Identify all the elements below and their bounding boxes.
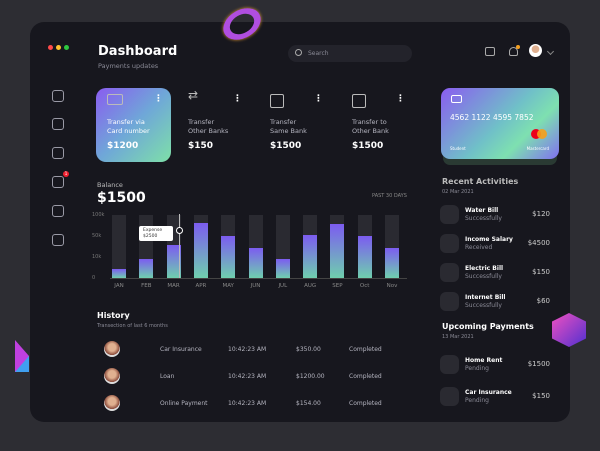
search-icon (295, 49, 302, 56)
y-tick-label: 10k (92, 254, 102, 260)
bar-nov[interactable] (385, 247, 399, 278)
chart-cursor-dot[interactable] (176, 227, 183, 234)
trophy-icon[interactable] (52, 205, 64, 217)
bar-jan[interactable] (112, 268, 126, 278)
x-tick-label: MAY (222, 283, 234, 289)
more-icon[interactable]: ⋮ (233, 94, 242, 104)
period-selector[interactable]: PAST 30 DAYS (372, 193, 407, 199)
wallet-icon (440, 234, 459, 253)
activity-item[interactable]: Home Rent Pending $1500 (440, 355, 550, 377)
virtual-card[interactable]: 4562 1122 4595 7852 Student Mastercard (441, 88, 559, 159)
more-icon[interactable]: ⋮ (154, 94, 163, 104)
page-subtitle: Payments updates (98, 62, 159, 70)
table-row[interactable]: Online Payment 10:42:23 AM $154.00 Complete… (104, 395, 404, 413)
bar-jul[interactable] (275, 259, 290, 278)
recent-activities-title: Recent Activities (442, 177, 519, 186)
history-title: History (97, 311, 130, 320)
calendar-icon[interactable] (485, 47, 495, 56)
x-tick-label: MAR (167, 283, 180, 289)
cone-decoration (15, 340, 29, 372)
x-tick-label: SEP (332, 283, 343, 289)
card-number: 4562 1122 4595 7852 (450, 113, 534, 122)
activity-item[interactable]: Income Salary Received $4500 (440, 234, 550, 256)
balance-chart: 100k 50k 10k 0 JAN FEB MAR APR MAY JUN JUL AUG SEP Oc… (92, 212, 407, 289)
avatar (104, 395, 120, 411)
table-row[interactable]: Loan 10:42:23 AM $1200.00 Completed (104, 368, 404, 386)
more-icon[interactable]: ⋮ (314, 94, 323, 104)
history-subtitle: Transection of last 6 months (97, 323, 168, 329)
search-input[interactable]: Search (288, 45, 412, 62)
monitor-icon[interactable] (52, 118, 64, 130)
y-tick-label: 50k (92, 233, 102, 239)
gem-decoration (552, 313, 586, 347)
notification-badge: 1 (63, 171, 69, 177)
bar-track (112, 215, 126, 278)
transfer-card-same-bank[interactable]: ⋮ Transfer Same Bank $1500 (270, 94, 323, 151)
balance-label: Balance (97, 181, 123, 189)
x-tick-label: JAN (114, 283, 124, 289)
transfer-card-other-bank[interactable]: ⋮ Transfer to Other Bank $1500 (352, 94, 405, 151)
clipboard-icon[interactable] (52, 147, 64, 159)
page-title: Dashboard (98, 44, 178, 59)
chip-icon (451, 95, 462, 103)
avatar[interactable] (529, 44, 542, 57)
water-icon (440, 205, 459, 224)
x-tick-label: JUL (278, 283, 288, 289)
balance-amount: $1500 (97, 190, 146, 206)
activity-item[interactable]: Electric Bill Successfully $150 (440, 263, 550, 285)
x-tick-label: APR (195, 283, 207, 289)
card-brand: Mastercard (526, 146, 549, 151)
document-icon[interactable] (52, 234, 64, 246)
bar-apr[interactable] (193, 222, 208, 278)
arrows-exchange-icon: ⇄ (188, 88, 199, 102)
bar-aug[interactable] (303, 234, 318, 278)
receipt-icon (352, 94, 366, 108)
recent-activities-date: 02 Mar 2021 (442, 189, 474, 195)
transfer-card-other-banks[interactable]: ⇄ ⋮ Transfer Other Banks $150 (188, 88, 242, 151)
home-icon[interactable] (52, 90, 64, 102)
avatar (104, 341, 120, 357)
message-icon[interactable]: 1 (52, 171, 69, 188)
upcoming-payments-date: 13 Mar 2021 (442, 334, 474, 340)
y-tick-label: 100k (92, 212, 105, 218)
chart-cursor-line (179, 214, 180, 278)
activity-item[interactable]: Car Insurance Pending $150 (440, 387, 550, 409)
mastercard-logo-icon (531, 129, 547, 139)
bar-may[interactable] (221, 236, 236, 278)
avatar (104, 368, 120, 384)
x-tick-label: FEB (141, 283, 152, 289)
bar-mar[interactable] (166, 245, 181, 278)
x-tick-label: Oct (359, 283, 370, 289)
credit-card-icon (107, 94, 123, 105)
card-holder: Student (450, 146, 466, 151)
car-icon (440, 387, 459, 406)
upcoming-payments-title: Upcoming Payments (442, 322, 534, 331)
chart-baseline (110, 278, 407, 279)
x-tick-label: JUN (250, 283, 261, 289)
lightning-icon (440, 263, 459, 282)
y-tick-label: 0 (92, 275, 96, 281)
notification-icon[interactable] (509, 45, 520, 56)
bar-feb[interactable] (139, 259, 154, 278)
bank-icon (270, 94, 284, 108)
activity-item[interactable]: Water Bill Successfully $120 (440, 205, 550, 227)
x-tick-label: AUG (304, 283, 317, 289)
bar-jun[interactable] (248, 247, 263, 278)
window-controls (48, 35, 72, 54)
x-tick-label: Nov (386, 283, 398, 289)
table-row[interactable]: Car Insurance 10:42:23 AM $350.00 Completed (104, 341, 404, 359)
wifi-icon (440, 292, 459, 311)
transfer-card-via-card[interactable]: ⋮ Transfer via Card number $1200 (96, 88, 171, 162)
more-icon[interactable]: ⋮ (396, 94, 405, 104)
bar-sep[interactable] (330, 224, 345, 278)
activity-item[interactable]: Internet Bill Successfully $60 (440, 292, 550, 314)
home-icon (440, 355, 459, 374)
bar-oct[interactable] (357, 236, 372, 278)
chart-tooltip: Expense $2500 (139, 226, 173, 241)
